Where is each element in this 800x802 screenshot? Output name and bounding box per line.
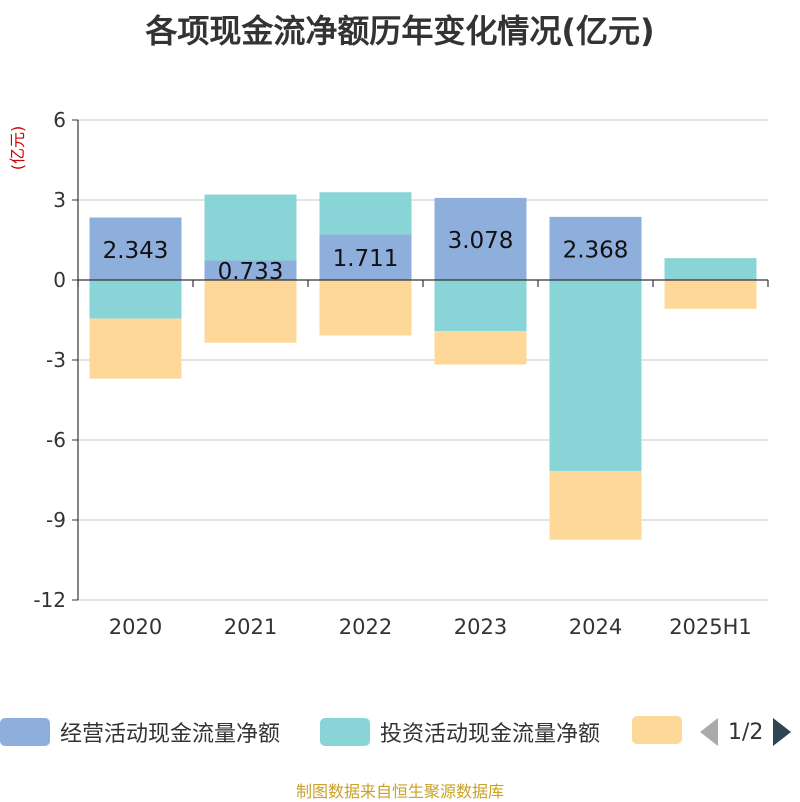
bar-segment bbox=[434, 280, 527, 332]
legend-item-operating[interactable]: 经营活动现金流量净额 bbox=[0, 716, 280, 748]
bar-segment bbox=[319, 234, 412, 280]
legend-item-investing[interactable]: 投资活动现金流量净额 bbox=[320, 716, 600, 748]
bar-segment bbox=[549, 471, 642, 540]
x-tick-label: 2020 bbox=[109, 615, 162, 639]
legend-label-investing: 投资活动现金流量净额 bbox=[380, 722, 601, 747]
y-tick-label: -3 bbox=[46, 348, 66, 372]
legend-item-financing[interactable] bbox=[632, 716, 682, 744]
bar-value-label: 2.343 bbox=[103, 238, 169, 264]
legend-next-icon[interactable] bbox=[773, 718, 792, 746]
x-tick-label: 2022 bbox=[339, 615, 392, 639]
bar-segment bbox=[89, 217, 182, 280]
legend-label-operating: 经营活动现金流量净额 bbox=[60, 722, 281, 747]
bar-segment bbox=[319, 192, 412, 235]
bar-segment bbox=[434, 197, 527, 280]
x-tick-label: 2024 bbox=[569, 615, 622, 639]
legend-prev-icon[interactable] bbox=[700, 718, 718, 746]
data-labels: 2.343 0.733 1.711 3.078 2.368 bbox=[103, 228, 629, 285]
y-tick-label: -6 bbox=[46, 428, 66, 452]
x-tick-label: 2023 bbox=[454, 615, 507, 639]
bar-segment bbox=[549, 280, 642, 472]
y-tick-label: 6 bbox=[53, 108, 66, 132]
bars bbox=[89, 192, 757, 540]
y-tick-label: 0 bbox=[53, 268, 66, 292]
bar-segment bbox=[89, 318, 182, 379]
legend-swatch-operating bbox=[0, 718, 50, 746]
bar-segment bbox=[319, 280, 412, 336]
y-tick-label: -9 bbox=[46, 508, 66, 532]
legend-pager: 1/2 bbox=[700, 718, 792, 746]
bar-segment bbox=[664, 280, 757, 309]
bar-segment bbox=[204, 194, 297, 261]
x-tick-label: 2025H1 bbox=[669, 615, 752, 639]
bar-segment bbox=[204, 260, 297, 280]
bar-segment bbox=[549, 216, 642, 280]
data-source: 制图数据来自恒生聚源数据库 bbox=[295, 782, 504, 801]
legend: 经营活动现金流量净额 投资活动现金流量净额 1/2 bbox=[0, 712, 800, 756]
stacked-bar-chart: 6 3 0 -3 -6 -9 -12 2020 2021 2022 2023 2024 2025H1 2… bbox=[33, 108, 769, 639]
bar-segment bbox=[204, 280, 297, 343]
chart-title: 各项现金流净额历年变化情况(亿元) bbox=[145, 12, 655, 50]
bar-segment bbox=[89, 280, 182, 319]
bar-value-label: 1.711 bbox=[333, 246, 399, 272]
axes: 6 3 0 -3 -6 -9 -12 2020 2021 2022 2023 2024 2025H1 bbox=[33, 108, 769, 639]
bar-value-label: 2.368 bbox=[563, 237, 629, 263]
bar-segment bbox=[434, 331, 527, 365]
legend-swatch-financing bbox=[632, 716, 682, 744]
bar-segment bbox=[664, 258, 757, 280]
legend-swatch-investing bbox=[320, 718, 370, 746]
grid-lines bbox=[78, 119, 768, 601]
x-tick-label: 2021 bbox=[224, 615, 277, 639]
y-tick-label: 3 bbox=[53, 188, 66, 212]
legend-page-indicator: 1/2 bbox=[728, 719, 764, 745]
bar-value-label: 0.733 bbox=[218, 259, 284, 285]
bar-value-label: 3.078 bbox=[448, 228, 514, 254]
y-tick-label: -12 bbox=[33, 588, 66, 612]
